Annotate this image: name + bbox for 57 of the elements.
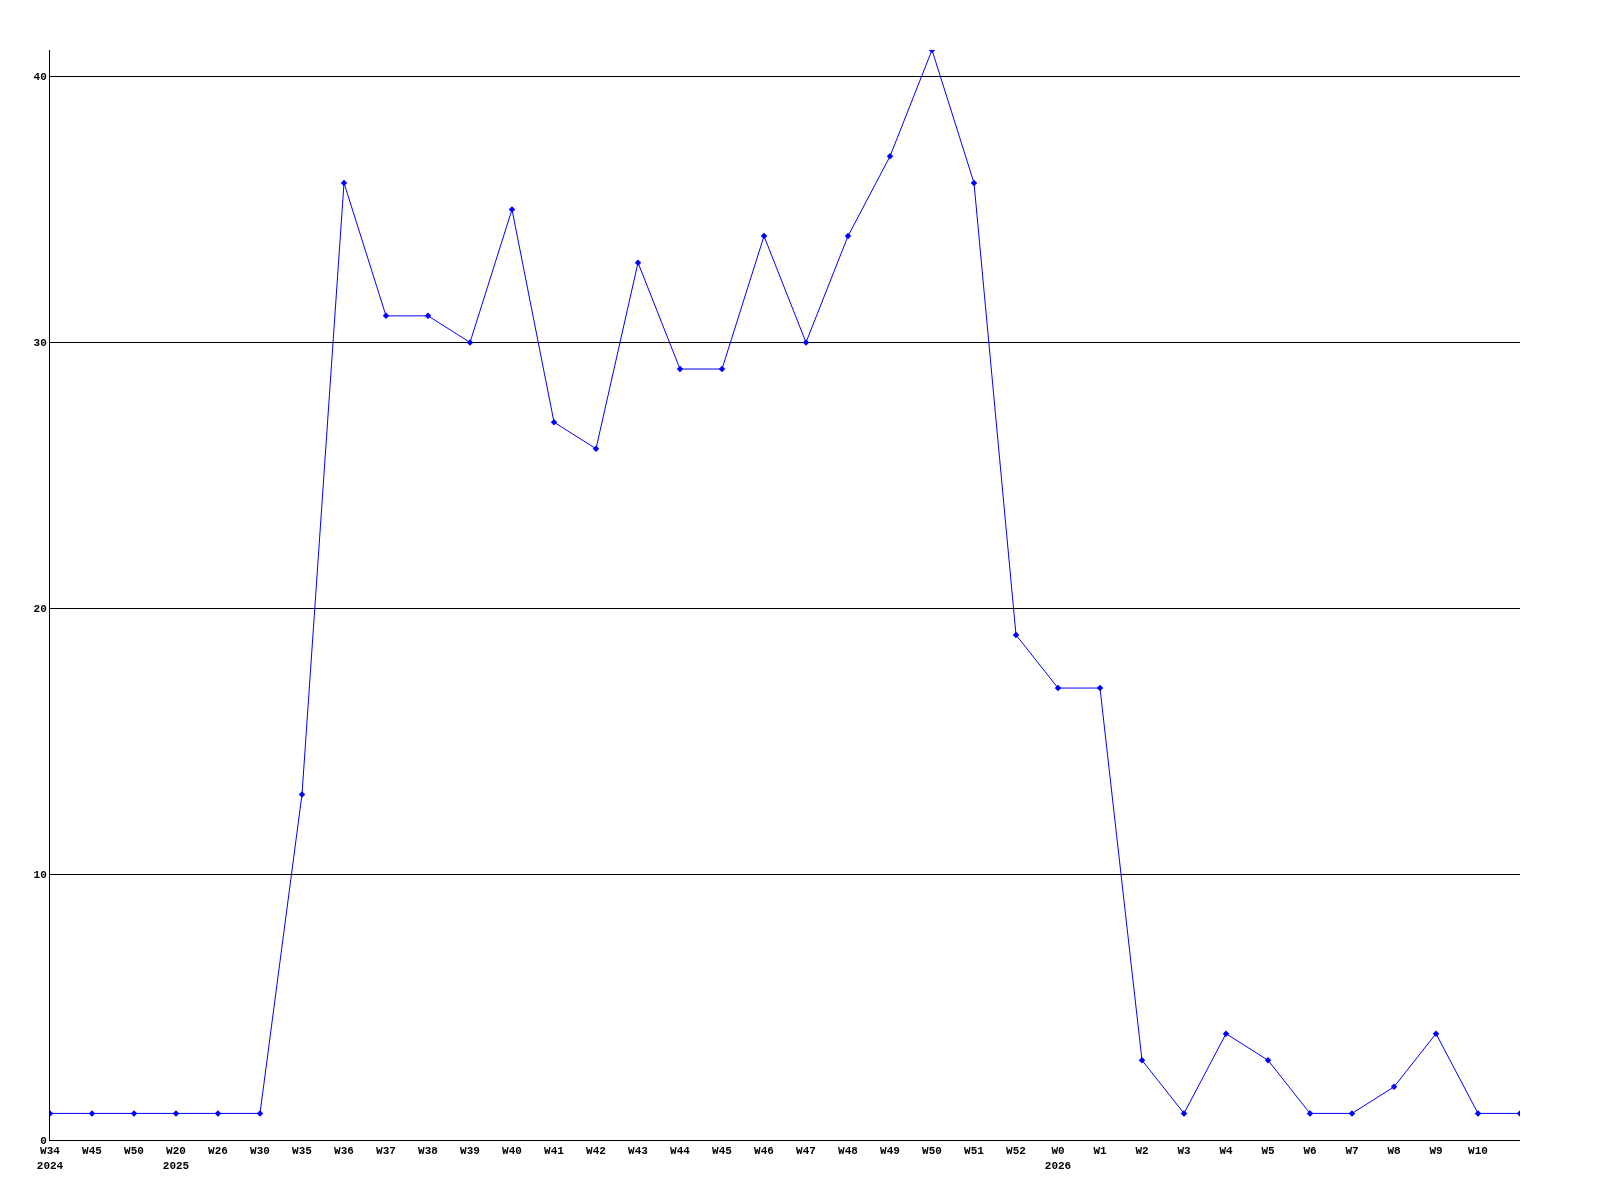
x-tick-label: W20 2025: [162, 1145, 190, 1172]
x-tick-label: W51: [964, 1145, 985, 1158]
x-tick-label: W6: [1303, 1145, 1317, 1158]
point: [1264, 1056, 1272, 1064]
x-tick-label: W42: [586, 1145, 606, 1158]
point: [382, 312, 390, 320]
x-tick-label: W52: [1006, 1145, 1026, 1158]
point: [1096, 684, 1104, 692]
x-tick-label: W35: [292, 1145, 313, 1158]
y-tick-label: 30: [33, 337, 47, 350]
x-tick-label: W48: [838, 1145, 859, 1158]
x-tick-label: W49: [880, 1145, 900, 1158]
x-tick-label: W4: [1219, 1145, 1233, 1158]
point: [592, 445, 600, 453]
x-tick-label: W50: [124, 1145, 144, 1158]
x-tick-label: W50: [922, 1145, 942, 1158]
x-tick-label: W39: [460, 1145, 480, 1158]
x-tick-label: W41: [544, 1145, 565, 1158]
x-tick-label: W47: [796, 1145, 816, 1158]
x-tick-label: W37: [376, 1145, 396, 1158]
y-tick-label: 10: [33, 869, 47, 881]
y-tick-label: 20: [33, 603, 47, 616]
x-tick-label: W34 2024: [36, 1145, 64, 1172]
point: [760, 232, 768, 240]
x-tick-label: W26: [208, 1145, 228, 1158]
x-tick-label: W8: [1387, 1145, 1401, 1158]
x-tick-label: W2: [1135, 1145, 1149, 1158]
point: [676, 365, 684, 373]
point: [340, 179, 348, 187]
point: [424, 312, 432, 320]
x-tick-label: W40: [502, 1145, 522, 1158]
x-tick-label: W5: [1261, 1145, 1275, 1158]
x-tick-label: W38: [418, 1145, 439, 1158]
x-tick-label: W1: [1093, 1145, 1107, 1158]
x-tick-label: W3: [1177, 1145, 1191, 1158]
x-tick-label: W44: [670, 1145, 691, 1158]
point: [550, 418, 558, 426]
x-tick-label: W0 2026: [1044, 1145, 1072, 1172]
x-tick-label: W7: [1345, 1145, 1359, 1158]
point: [1390, 1083, 1398, 1091]
x-tick-label: W30: [250, 1145, 270, 1158]
x-tick-label: W9: [1429, 1145, 1443, 1158]
point: [1012, 631, 1020, 639]
x-tick-label: W45: [82, 1145, 103, 1158]
line-series: [50, 50, 1520, 1117]
y-tick-label: 40: [33, 71, 47, 84]
point: [844, 232, 852, 240]
x-tick-label: W46: [754, 1145, 774, 1158]
point: [1054, 684, 1062, 692]
point: [970, 179, 978, 187]
x-tick-label: W45: [712, 1145, 733, 1158]
point: [718, 365, 726, 373]
x-tick-label: W10: [1468, 1145, 1488, 1158]
point: [1138, 1056, 1146, 1064]
x-tick-label: W36: [334, 1145, 354, 1158]
x-tick-label: W43: [628, 1145, 649, 1158]
y-tick-label: 0: [40, 1134, 47, 1147]
